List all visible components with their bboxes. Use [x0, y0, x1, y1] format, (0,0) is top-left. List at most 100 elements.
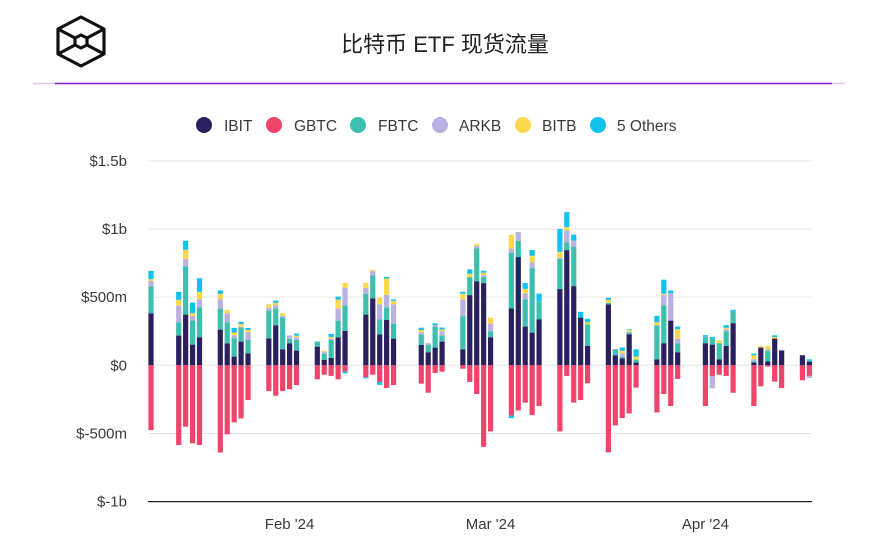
bar-stack-2024-01-29[interactable]	[266, 304, 272, 392]
bar-stack-2024-04-16[interactable]	[806, 359, 812, 378]
bar-ibit	[723, 345, 729, 366]
bar-stack-2024-03-01[interactable]	[487, 317, 494, 432]
bar-stack-2024-01-26[interactable]	[245, 327, 251, 401]
legend-item-others[interactable]: 5 Others	[590, 117, 677, 135]
bar-stack-2024-04-15[interactable]	[799, 355, 806, 381]
bar-stack-2024-03-15[interactable]	[584, 318, 591, 384]
bar-bitb	[189, 313, 196, 316]
bar-stack-2024-04-09[interactable]	[758, 345, 764, 387]
bar-stack-2024-01-24[interactable]	[231, 327, 237, 423]
bar-gbtc	[515, 365, 521, 411]
bar-stack-2024-01-23[interactable]	[224, 309, 230, 435]
bar-ibit	[321, 359, 327, 366]
bar-gbtc	[578, 365, 584, 401]
legend-item-ibit[interactable]: IBIT	[196, 117, 253, 135]
bar-stack-2024-01-18[interactable]	[189, 302, 196, 444]
bar-stack-2024-02-02[interactable]	[293, 333, 300, 386]
bar-stack-2024-03-18[interactable]	[605, 297, 611, 453]
bar-gbtc	[605, 365, 611, 453]
bar-arkb	[224, 313, 230, 323]
bar-stack-2024-02-05[interactable]	[314, 341, 320, 380]
bar-bitb	[280, 313, 286, 316]
bar-stack-2024-02-26[interactable]	[460, 291, 466, 369]
bar-ibit	[557, 289, 563, 366]
bar-bitb	[661, 293, 667, 296]
bar-stack-2024-02-23[interactable]	[439, 327, 445, 372]
bar-stack-2024-02-27[interactable]	[467, 269, 473, 382]
bar-stack-2024-03-27[interactable]	[668, 290, 674, 407]
bar-stack-2024-02-29[interactable]	[481, 270, 487, 447]
bar-stack-2024-03-25[interactable]	[654, 315, 660, 413]
bar-stack-2024-04-08[interactable]	[751, 353, 757, 407]
legend-item-arkb[interactable]: ARKB	[432, 117, 501, 135]
bar-ibit	[418, 344, 424, 366]
bar-ibit	[779, 350, 785, 366]
bar-stack-2024-02-21[interactable]	[425, 343, 431, 393]
bar-stack-2024-01-30[interactable]	[273, 300, 279, 396]
bar-5-others	[772, 335, 778, 337]
bar-stack-2024-03-13[interactable]	[571, 234, 577, 403]
bar-stack-2024-04-12[interactable]	[779, 349, 785, 389]
bar-stack-2024-01-17[interactable]	[183, 240, 189, 427]
bar-stack-2024-03-05[interactable]	[515, 231, 521, 411]
bar-stack-2024-04-11[interactable]	[772, 335, 778, 382]
bar-ibit	[425, 352, 431, 366]
bar-stack-2024-04-10[interactable]	[765, 345, 771, 367]
bar-5-others	[481, 270, 487, 273]
bar-stack-2024-02-08[interactable]	[335, 296, 341, 380]
legend-item-gbtc[interactable]: GBTC	[266, 117, 337, 135]
bar-stack-2024-01-31[interactable]	[280, 313, 286, 392]
bar-stack-2024-02-01[interactable]	[287, 335, 293, 390]
bar-stack-2024-03-06[interactable]	[522, 283, 528, 403]
bar-stack-2024-02-28[interactable]	[474, 243, 480, 395]
bar-stack-2024-01-16[interactable]	[176, 291, 182, 446]
bar-stack-2024-04-05[interactable]	[730, 309, 736, 393]
legend-item-bitb[interactable]: BITB	[515, 117, 576, 135]
bar-gbtc	[626, 365, 632, 414]
bar-stack-2024-02-14[interactable]	[377, 297, 383, 385]
bar-stack-2024-01-25[interactable]	[238, 321, 244, 419]
bar-stack-2024-04-03[interactable]	[716, 340, 722, 375]
legend-item-fbtc[interactable]: FBTC	[350, 117, 418, 135]
bar-stack-2024-02-09[interactable]	[342, 282, 348, 374]
bar-stack-2024-03-19[interactable]	[612, 349, 618, 426]
bar-stack-2024-03-21[interactable]	[626, 329, 632, 414]
bar-stack-2024-02-22[interactable]	[432, 323, 438, 373]
bar-stack-2024-03-11[interactable]	[557, 229, 563, 432]
bar-stack-2024-03-04[interactable]	[508, 234, 514, 419]
bar-bitb	[716, 340, 722, 344]
bar-stack-2024-03-12[interactable]	[564, 212, 570, 376]
bar-gbtc	[418, 365, 424, 384]
bar-stack-2024-03-26[interactable]	[661, 279, 667, 395]
bar-stack-2024-03-28[interactable]	[675, 326, 681, 379]
bar-stack-2024-03-14[interactable]	[578, 311, 584, 401]
bar-stack-2024-03-07[interactable]	[529, 249, 535, 416]
bar-stack-2024-02-12[interactable]	[363, 282, 369, 379]
legend-label: 5 Others	[617, 118, 677, 135]
bar-stack-2024-04-01[interactable]	[702, 335, 708, 407]
bar-stack-2024-03-20[interactable]	[619, 347, 625, 419]
bar-ibit	[675, 352, 681, 366]
bar-stack-2024-01-22[interactable]	[217, 290, 223, 453]
bar-stack-2024-02-16[interactable]	[390, 299, 397, 386]
bar-stack-2024-03-08[interactable]	[536, 293, 542, 407]
bar-bitb	[723, 327, 729, 330]
bar-stack-2024-02-20[interactable]	[418, 327, 424, 384]
bar-stack-2024-04-04[interactable]	[723, 325, 729, 376]
bar-stack-2024-02-06[interactable]	[321, 350, 327, 375]
bar-gbtc	[584, 365, 591, 384]
bar-stack-2024-02-15[interactable]	[384, 276, 390, 389]
bar-stack-2024-02-13[interactable]	[370, 269, 376, 375]
bar-fbtc	[293, 339, 300, 351]
bar-bitb	[467, 273, 473, 278]
bar-stack-2024-01-12[interactable]	[148, 270, 154, 431]
bar-bitb	[633, 356, 639, 360]
bar-stack-2024-02-07[interactable]	[328, 333, 334, 376]
bar-5-others	[675, 326, 681, 330]
bar-stack-2024-04-02[interactable]	[709, 336, 715, 389]
bar-ibit	[245, 353, 251, 366]
bar-arkb	[377, 304, 383, 320]
bar-stack-2024-03-22[interactable]	[633, 349, 639, 388]
bar-stack-2024-01-19[interactable]	[196, 278, 203, 446]
bar-gbtc	[280, 365, 286, 392]
